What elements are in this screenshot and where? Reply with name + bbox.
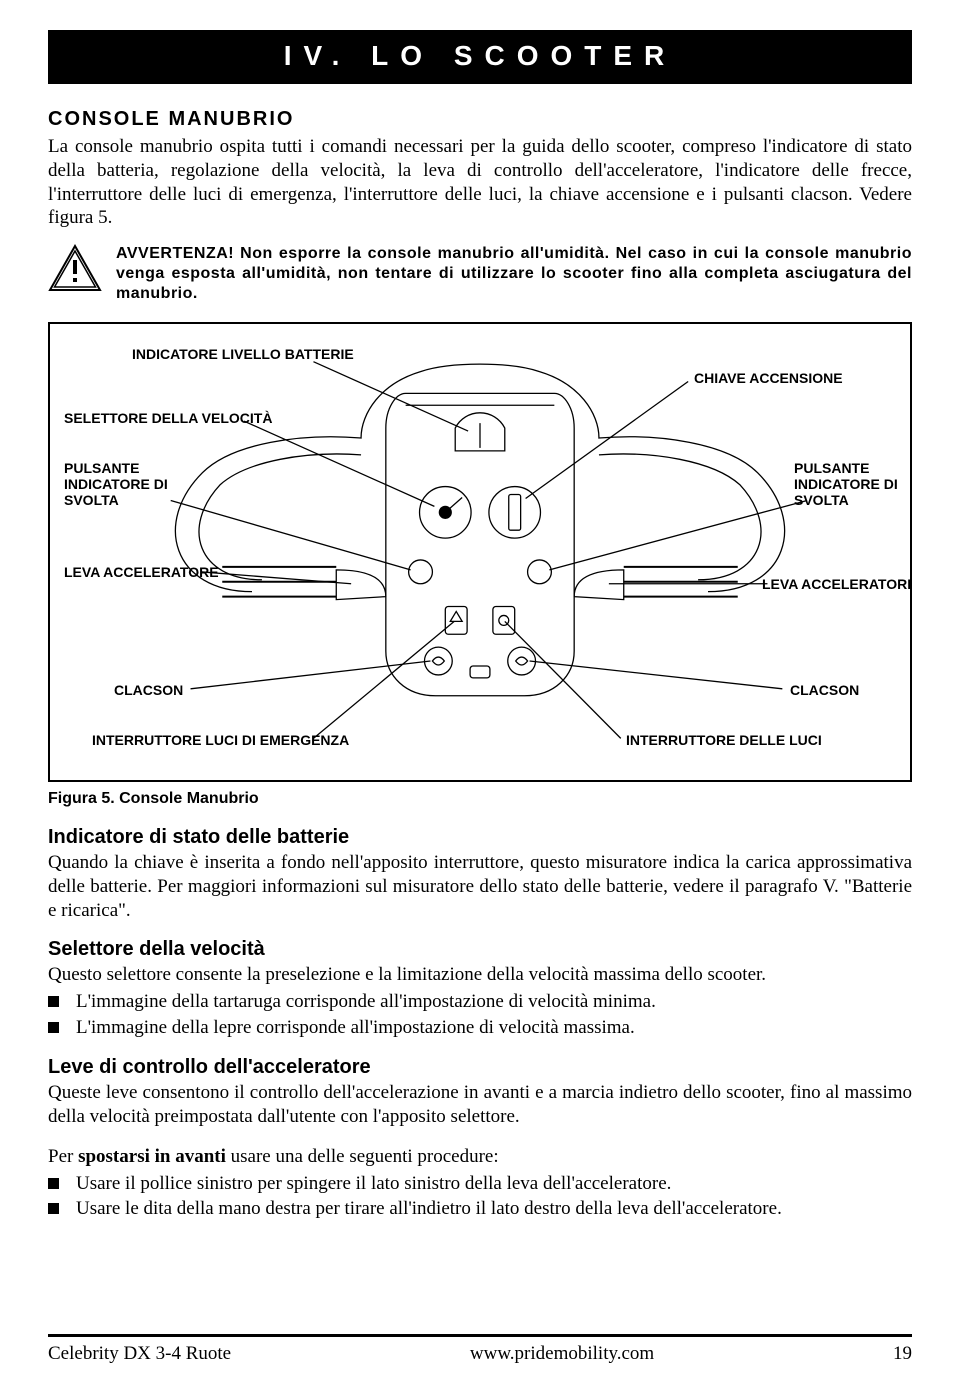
footer-page-number: 19 <box>893 1343 912 1365</box>
label-turn-signal-left: PULSANTE INDICATORE DI SVOLTA <box>64 460 168 508</box>
footer-model: Celebrity DX 3-4 Ruote <box>48 1343 231 1365</box>
list-item: L'immagine della lepre corrisponde all'i… <box>48 1015 912 1041</box>
figure-caption: Figura 5. Console Manubrio <box>48 790 912 808</box>
label-horn-left: CLACSON <box>114 682 183 698</box>
warning-block: AVVERTENZA! Non esporre la console manub… <box>48 244 912 304</box>
chapter-header: IV. LO SCOOTER <box>48 30 912 84</box>
page-footer: Celebrity DX 3-4 Ruote www.pridemobility… <box>48 1334 912 1365</box>
bullets-forward: Usare il pollice sinistro per spingere i… <box>48 1171 912 1222</box>
para-throttle-levers: Queste leve consentono il controllo dell… <box>48 1081 912 1129</box>
label-battery-indicator: INDICATORE LIVELLO BATTERIE <box>132 346 354 362</box>
list-item: Usare il pollice sinistro per spingere i… <box>48 1171 912 1197</box>
label-turn-signal-right: PULSANTE INDICATORE DI SVOLTA <box>794 460 898 508</box>
label-throttle-right: LEVA ACCELERATORE <box>762 576 912 592</box>
label-lights-switch: INTERRUTTORE DELLE LUCI <box>626 732 822 748</box>
label-horn-right: CLACSON <box>790 682 859 698</box>
label-speed-selector: SELETTORE DELLA VELOCITÀ <box>64 410 272 426</box>
para-speed-selector: Questo selettore consente la preselezion… <box>48 963 912 987</box>
diagram-console: INDICATORE LIVELLO BATTERIE CHIAVE ACCEN… <box>48 322 912 782</box>
diagram-illustration <box>50 324 910 780</box>
lead-suffix: usare una delle seguenti procedure: <box>226 1146 499 1167</box>
para-forward-lead: Per spostarsi in avanti usare una delle … <box>48 1145 912 1169</box>
label-throttle-left: LEVA ACCELERATORE <box>64 564 219 580</box>
footer-url: www.pridemobility.com <box>470 1343 654 1365</box>
list-item: L'immagine della tartaruga corrisponde a… <box>48 989 912 1015</box>
section-console-title: CONSOLE MANUBRIO <box>48 108 912 131</box>
subtitle-battery-indicator: Indicatore di stato delle batterie <box>48 826 912 849</box>
warning-text: AVVERTENZA! Non esporre la console manub… <box>116 244 912 304</box>
label-hazard-switch: INTERRUTTORE LUCI DI EMERGENZA <box>92 732 349 748</box>
list-item: Usare le dita della mano destra per tira… <box>48 1196 912 1222</box>
lead-bold: spostarsi in avanti <box>78 1146 226 1167</box>
subtitle-throttle-levers: Leve di controllo dell'acceleratore <box>48 1056 912 1079</box>
warning-triangle-icon <box>48 244 102 292</box>
section-console-body: La console manubrio ospita tutti i coman… <box>48 135 912 230</box>
subtitle-speed-selector: Selettore della velocità <box>48 938 912 961</box>
para-battery-indicator: Quando la chiave è inserita a fondo nell… <box>48 851 912 922</box>
label-key-switch: CHIAVE ACCENSIONE <box>694 370 843 386</box>
lead-prefix: Per <box>48 1146 78 1167</box>
bullets-speed-selector: L'immagine della tartaruga corrisponde a… <box>48 989 912 1040</box>
